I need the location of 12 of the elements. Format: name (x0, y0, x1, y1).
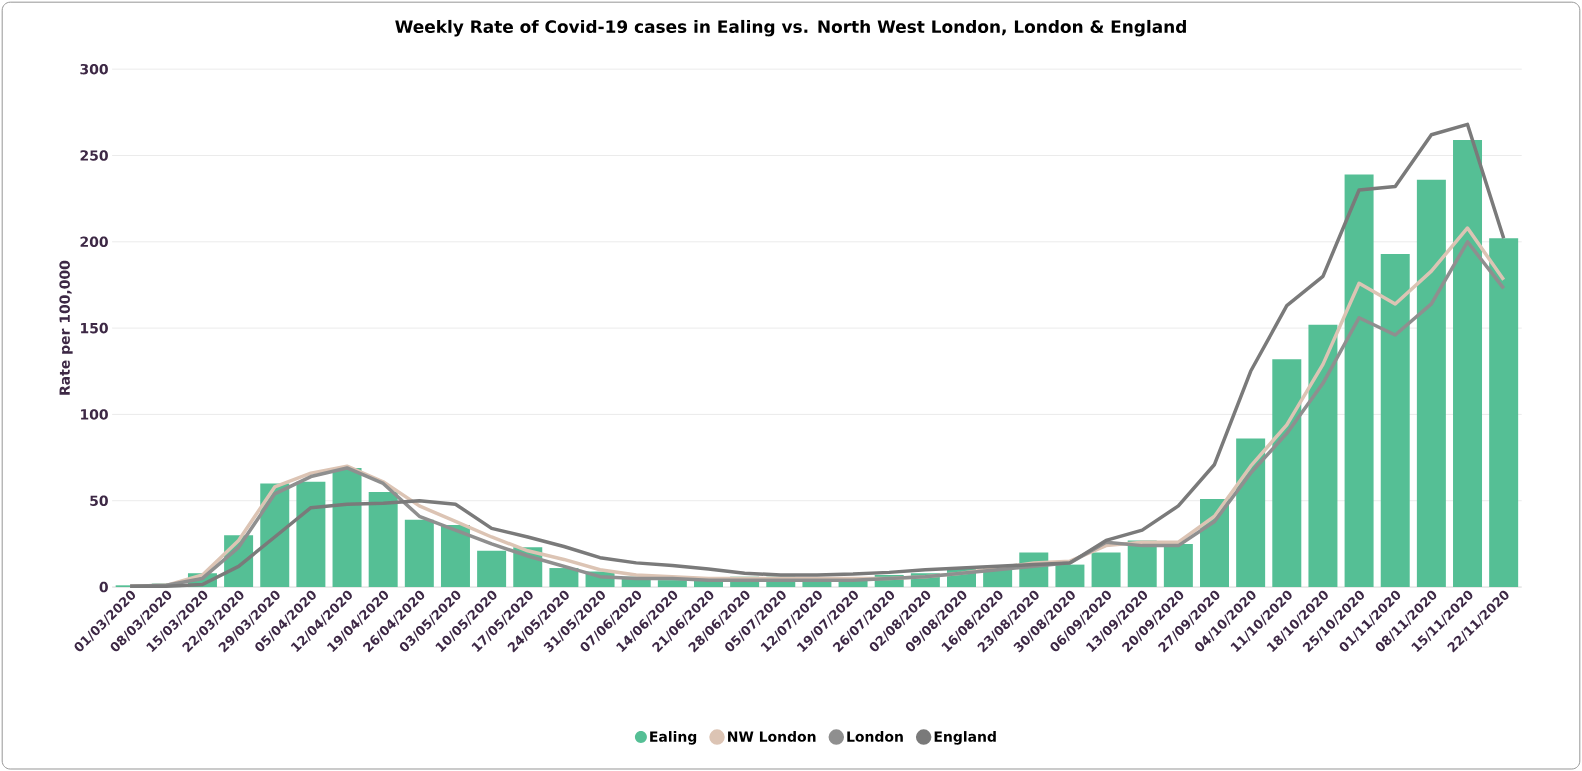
y-tick-label: 250 (80, 150, 108, 161)
y-tick-label: 300 (80, 63, 108, 75)
y-tick-label: 50 (90, 495, 108, 506)
legend-label: Ealing (650, 730, 697, 745)
legend-label: England (934, 730, 996, 745)
chart-title: Weekly Rate of Covid-19 cases in Ealing vs. North West London, London & England (395, 19, 1186, 37)
legend-label: London (847, 730, 903, 742)
legend-label: NW London (728, 730, 816, 742)
y-tick-label: 150 (81, 322, 108, 334)
y-tick-label: 200 (80, 236, 108, 247)
y-axis-title: Rate per 100,000 (59, 260, 73, 395)
y-tick-label: 100 (81, 409, 108, 420)
